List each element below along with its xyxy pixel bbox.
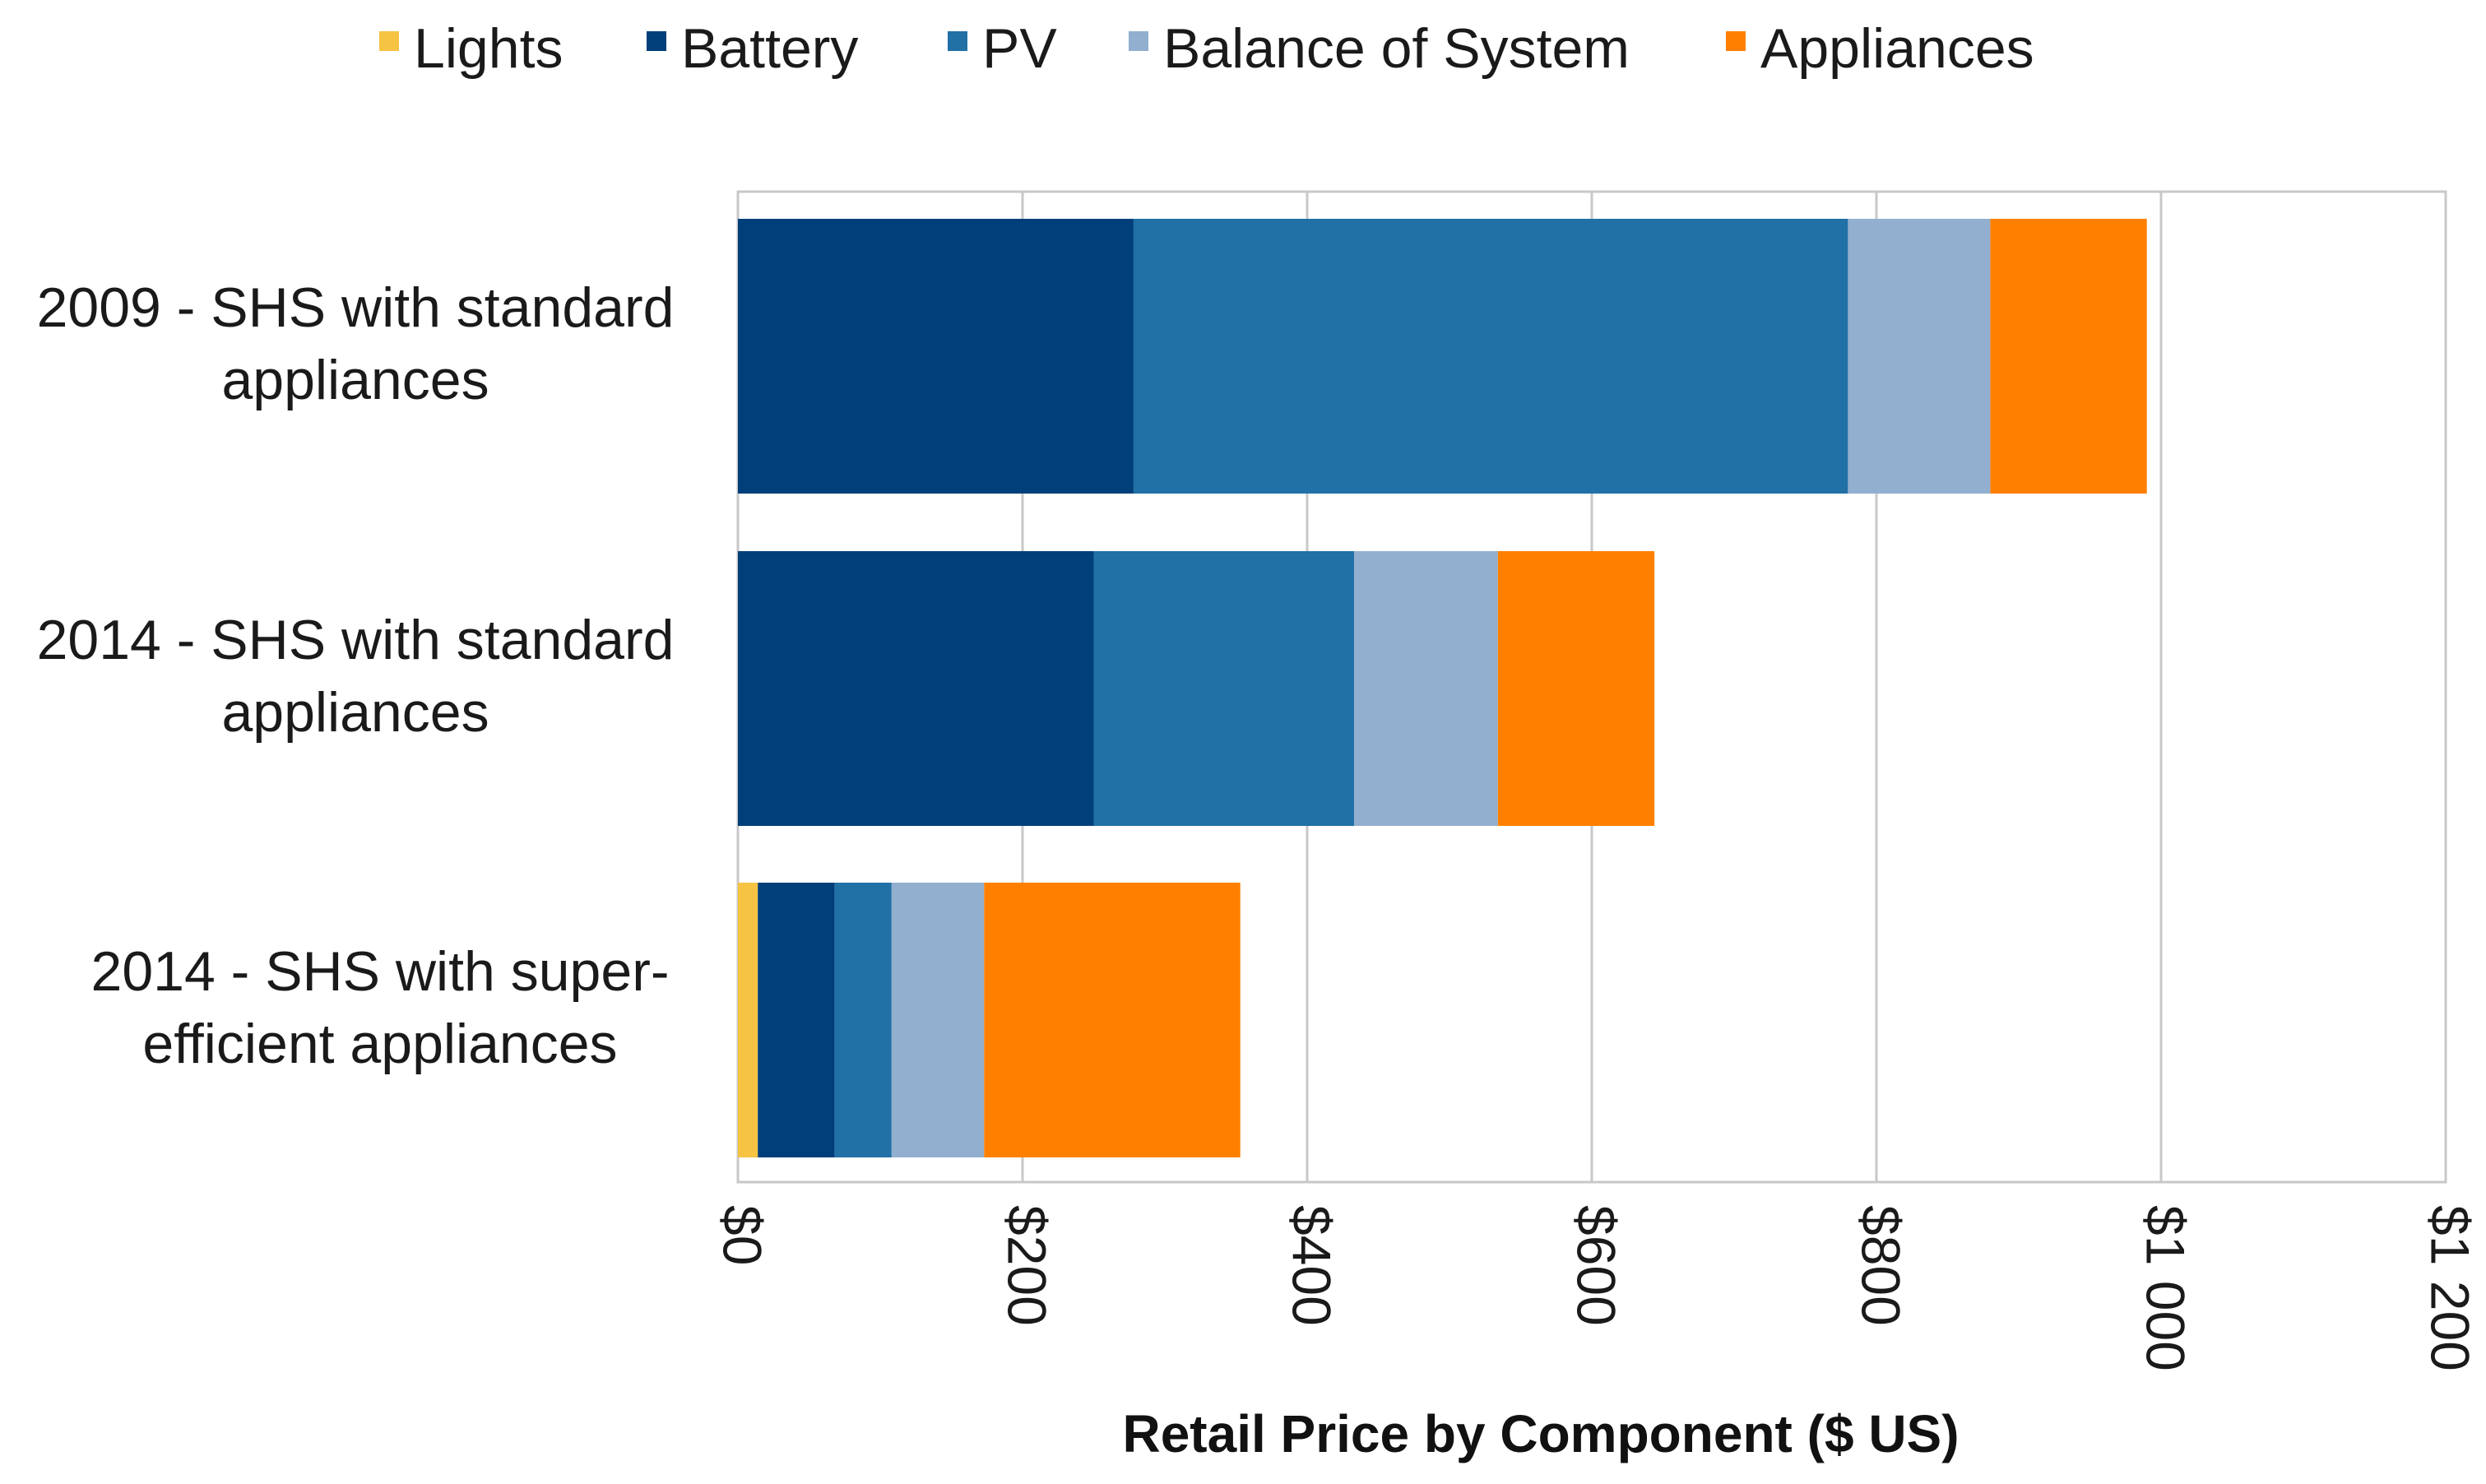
legend-item-lights: Lights xyxy=(379,17,563,80)
x-tick-label-1: $200 xyxy=(997,1205,1058,1326)
bar-1-appliances xyxy=(1497,551,1655,826)
legend-item-balance-of-system: Balance of System xyxy=(1129,17,1630,80)
legend-label: Appliances xyxy=(1760,17,2034,80)
legend-label: Balance of System xyxy=(1163,17,1630,80)
bar-1-balance-of-system xyxy=(1354,551,1498,826)
x-tick-label-4: $800 xyxy=(1851,1205,1912,1326)
x-tick-label-3: $600 xyxy=(1566,1205,1627,1326)
bar-0-battery xyxy=(738,219,1134,494)
legend-label: Lights xyxy=(414,17,563,80)
category-labels: 2009 - SHS with standard appliances 2014 -… xyxy=(37,276,675,1075)
category-label-0-line-0: 2009 - SHS with standard xyxy=(37,276,675,339)
legend: Lights Battery PV Balance of System Applianc… xyxy=(379,17,2034,80)
bar-0-balance-of-system xyxy=(1848,219,1991,494)
legend-swatch xyxy=(1726,31,1746,51)
legend-swatch xyxy=(647,31,666,51)
category-label-1-line-0: 2014 - SHS with standard xyxy=(37,609,675,671)
legend-swatch xyxy=(948,31,967,51)
bar-2-lights xyxy=(738,883,758,1157)
bars xyxy=(738,219,2147,1157)
legend-item-pv: PV xyxy=(948,17,1057,80)
x-axis-label: Retail Price by Component ($ US) xyxy=(1122,1404,1959,1463)
category-label-0-line-1: appliances xyxy=(221,349,489,411)
x-tick-label-2: $400 xyxy=(1282,1205,1343,1326)
x-tick-label-5: $1 000 xyxy=(2136,1205,2196,1371)
legend-swatch xyxy=(1129,31,1148,51)
bar-1-battery xyxy=(738,551,1094,826)
legend-label: PV xyxy=(982,17,1057,80)
plot-area xyxy=(736,190,2447,1184)
x-tick-label-0: $0 xyxy=(712,1205,773,1265)
bar-2-pv xyxy=(834,883,892,1157)
legend-item-appliances: Appliances xyxy=(1726,17,2034,80)
legend-swatch xyxy=(379,31,399,51)
legend-label: Battery xyxy=(681,17,858,80)
bar-0-appliances xyxy=(1990,219,2147,494)
bar-0-pv xyxy=(1133,219,1848,494)
bar-2-battery xyxy=(758,883,835,1157)
category-label-2-line-1: efficient appliances xyxy=(142,1013,617,1075)
bar-1-pv xyxy=(1093,551,1355,826)
bar-2-appliances xyxy=(984,883,1241,1157)
x-tick-label-6: $1 200 xyxy=(2420,1205,2481,1371)
bar-2-balance-of-system xyxy=(891,883,985,1157)
x-tick-labels: $0 $200 $400 $600 $800 $1 000 $1 200 xyxy=(712,1205,2481,1371)
category-label-1-line-1: appliances xyxy=(221,681,489,744)
category-label-2-line-0: 2014 - SHS with super- xyxy=(91,940,670,1003)
legend-item-battery: Battery xyxy=(647,17,858,80)
